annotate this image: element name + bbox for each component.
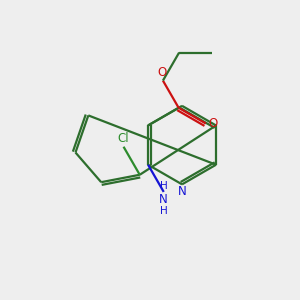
Text: O: O: [209, 117, 218, 130]
Text: N: N: [159, 193, 168, 206]
Text: O: O: [157, 66, 167, 79]
Text: H: H: [160, 206, 168, 216]
Text: N: N: [178, 185, 186, 198]
Text: H: H: [160, 181, 168, 191]
Text: Cl: Cl: [118, 132, 129, 145]
